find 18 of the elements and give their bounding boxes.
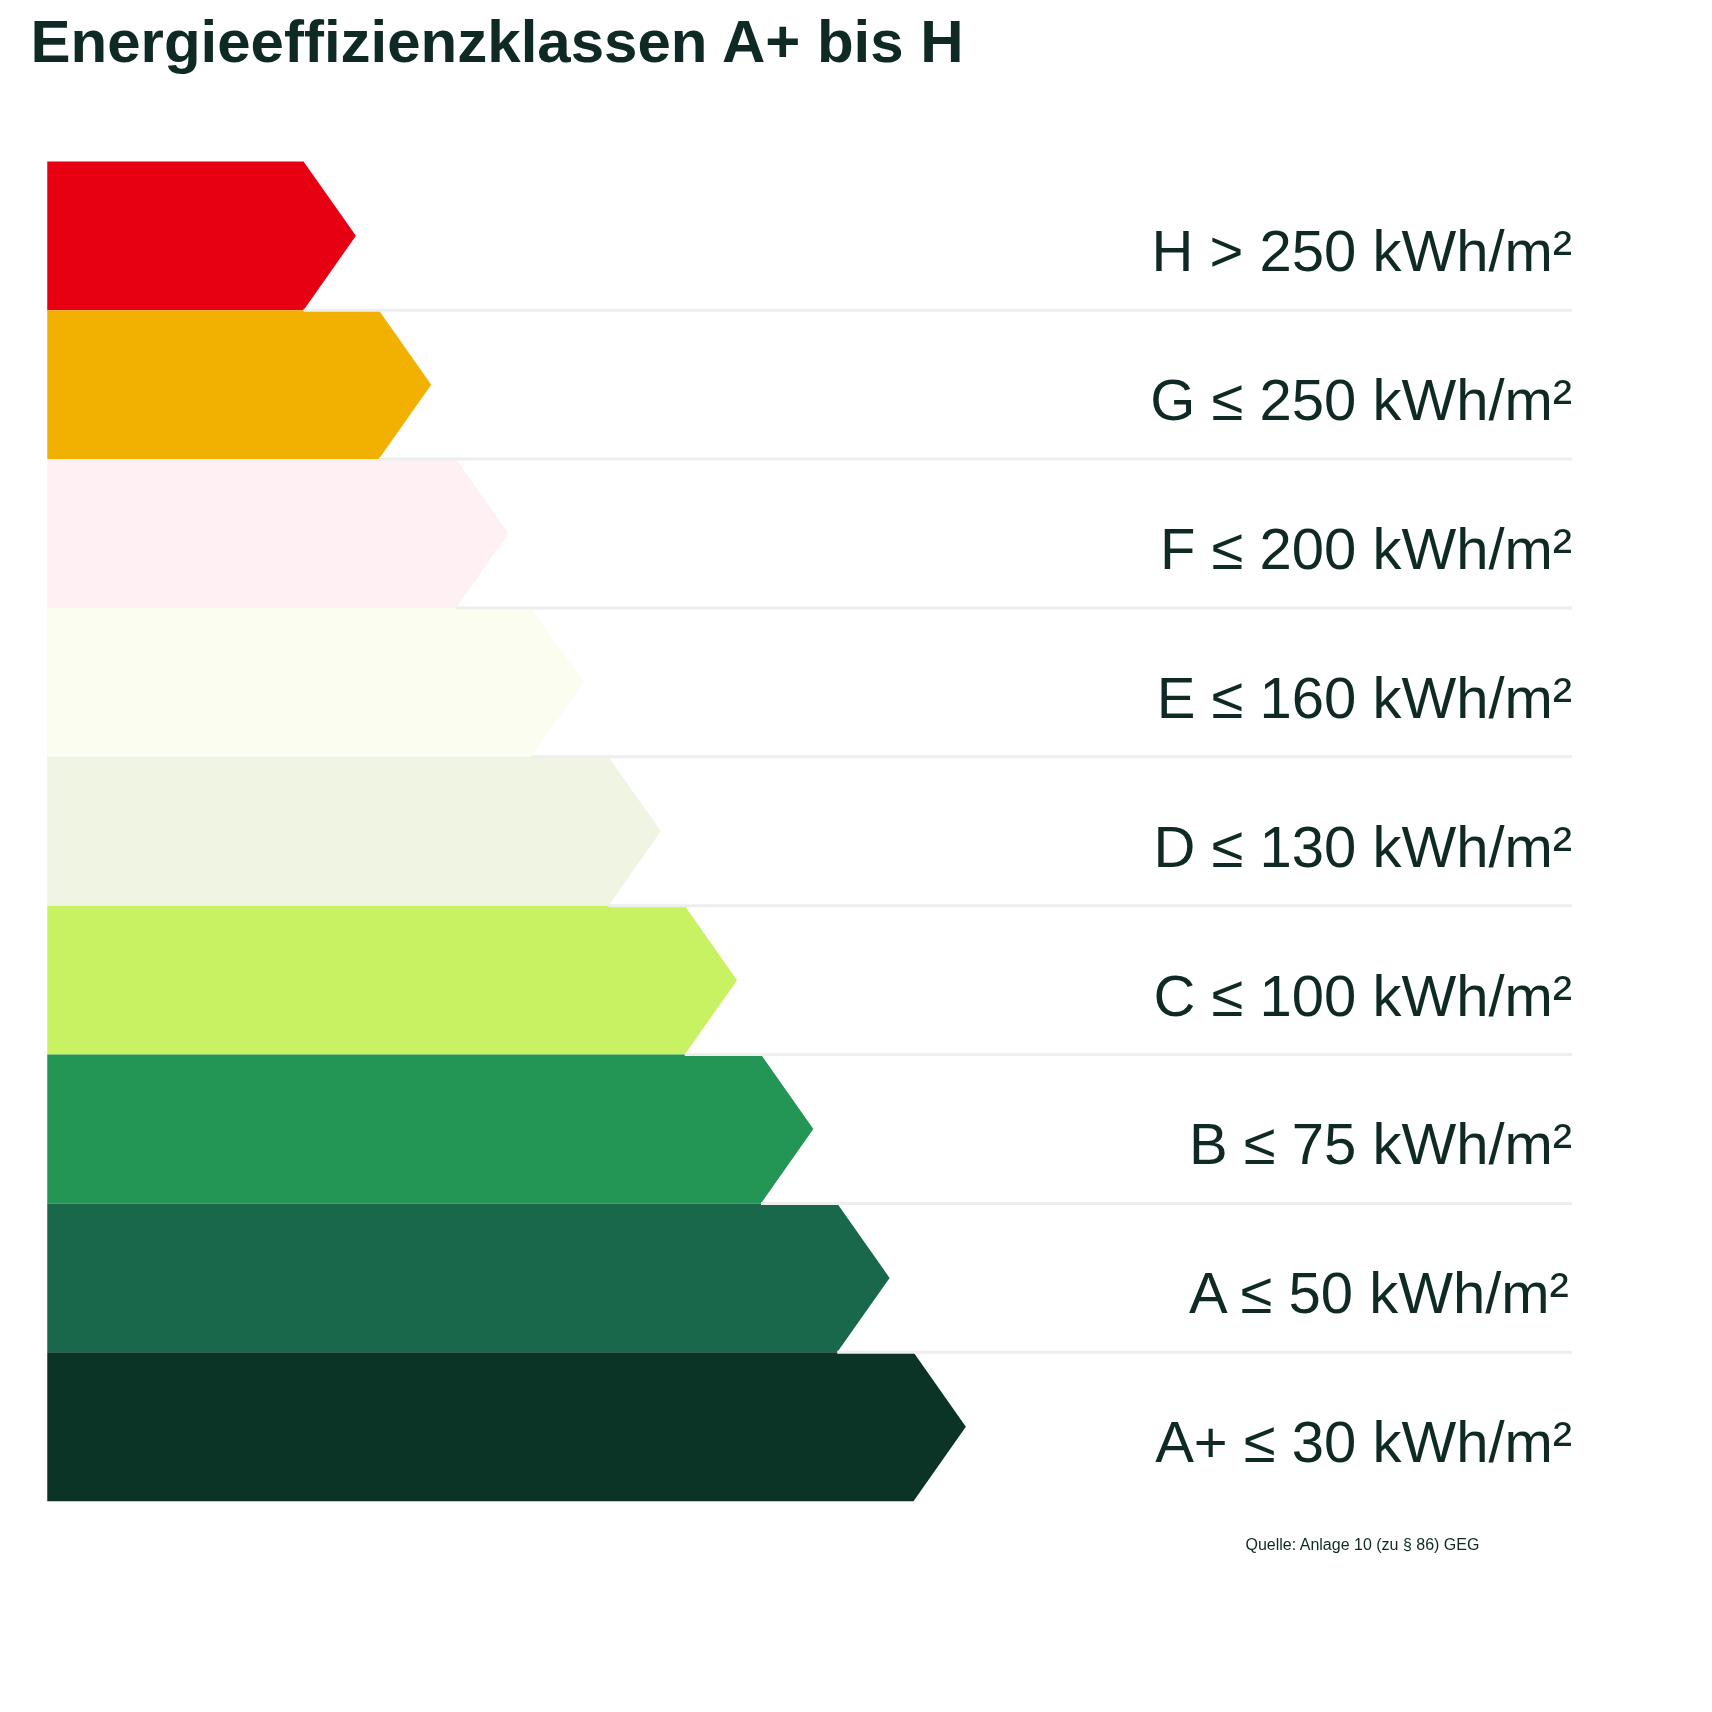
y-tick-label: F ≤ 200 kWh/m² [1160,515,1573,581]
y-tick-label: H > 250 kWh/m² [1151,218,1573,284]
bar [47,1054,814,1204]
bar [47,1352,966,1502]
y-tick-label: A ≤ 50 kWh/m² [1189,1260,1569,1326]
bar [47,310,432,460]
y-tick-label: B ≤ 75 kWh/m² [1189,1111,1573,1177]
y-tick-label: E ≤ 160 kWh/m² [1156,664,1573,730]
source-note: Quelle: Anlage 10 (zu § 86) GEG [1245,1536,1480,1554]
y-tick-label: D ≤ 130 kWh/m² [1153,813,1573,879]
y-tick-label: C ≤ 100 kWh/m² [1153,962,1573,1028]
bar [47,905,738,1055]
y-tick-label: G ≤ 250 kWh/m² [1150,367,1573,433]
chart-title: Energieeffizienzklassen A+ bis H [30,7,964,75]
bar [47,459,509,608]
y-tick-label: A+ ≤ 30 kWh/m² [1155,1409,1573,1475]
bar [47,607,584,757]
bar [47,1203,890,1353]
